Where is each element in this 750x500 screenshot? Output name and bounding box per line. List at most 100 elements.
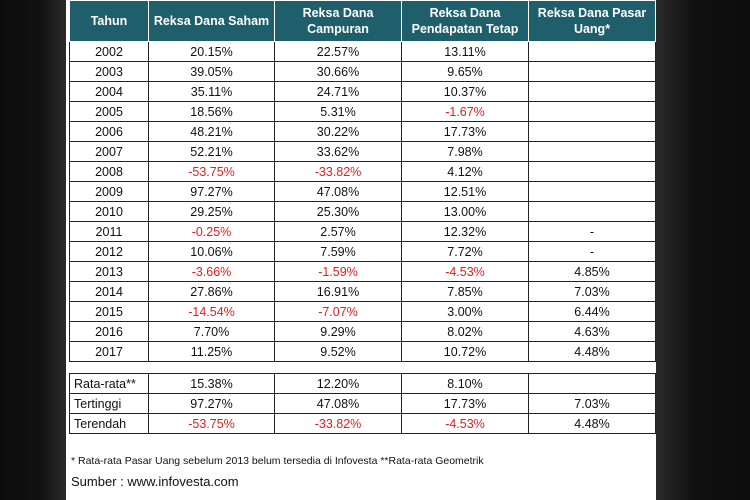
spacer-cell [69,361,656,374]
campuran-cell: -33.82% [274,161,402,182]
saham-cell: 97.27% [148,393,275,414]
table-row: 2016 7.70% 9.29% 8.02% 4.63% [69,321,656,342]
saham-cell: 48.21% [148,121,275,142]
campuran-cell: -33.82% [274,413,402,434]
year-cell: 2015 [69,301,149,322]
pasar-uang-cell: 7.03% [528,281,656,302]
saham-cell: 7.70% [148,321,275,342]
pasar-uang-cell [528,201,656,222]
summary-label-cell: Terendah [69,413,149,434]
table-row: 2006 48.21% 30.22% 17.73% [69,121,656,142]
saham-cell: 27.86% [148,281,275,302]
campuran-cell: 30.22% [274,121,402,142]
campuran-cell: 2.57% [274,221,402,242]
year-cell: 2010 [69,201,149,222]
table-row: 2003 39.05% 30.66% 9.65% [69,61,656,82]
table-row: 2011 -0.25% 2.57% 12.32% - [69,221,656,242]
pasar-uang-cell [528,101,656,122]
pasar-uang-cell: - [528,221,656,242]
summary-label-cell: Tertinggi [69,393,149,414]
campuran-cell: 47.08% [274,181,402,202]
header-campuran: Reksa Dana Campuran [274,0,402,42]
saham-cell: -53.75% [148,161,275,182]
campuran-cell: 7.59% [274,241,402,262]
campuran-cell: 25.30% [274,201,402,222]
pendapatan-tetap-cell: 7.98% [401,141,529,162]
source-text: Sumber : www.infovesta.com [71,474,239,489]
pasar-uang-cell: 4.85% [528,261,656,282]
right-dark-border [656,0,750,500]
saham-cell: 39.05% [148,61,275,82]
pasar-uang-cell: 4.48% [528,413,656,434]
pendapatan-tetap-cell: 3.00% [401,301,529,322]
pasar-uang-cell: 7.03% [528,393,656,414]
campuran-cell: 9.52% [274,341,402,362]
table-row: 2010 29.25% 25.30% 13.00% [69,201,656,222]
saham-cell: -53.75% [148,413,275,434]
year-cell: 2017 [69,341,149,362]
campuran-cell: 33.62% [274,141,402,162]
year-cell: 2004 [69,81,149,102]
table-row: 2017 11.25% 9.52% 10.72% 4.48% [69,341,656,362]
pasar-uang-cell [528,141,656,162]
year-cell: 2006 [69,121,149,142]
footnote: * Rata-rata Pasar Uang sebelum 2013 belu… [71,455,484,467]
saham-cell: 29.25% [148,201,275,222]
campuran-cell: 12.20% [274,373,402,394]
pasar-uang-cell [528,181,656,202]
left-dark-border [0,0,66,500]
summary-row: Tertinggi 97.27% 47.08% 17.73% 7.03% [69,393,656,414]
pendapatan-tetap-cell: 7.72% [401,241,529,262]
pendapatan-tetap-cell: -1.67% [401,101,529,122]
table-header-row: Tahun Reksa Dana Saham Reksa Dana Campur… [69,0,656,42]
document-sheet: Tahun Reksa Dana Saham Reksa Dana Campur… [66,0,656,500]
year-cell: 2009 [69,181,149,202]
campuran-cell: 5.31% [274,101,402,122]
saham-cell: 10.06% [148,241,275,262]
table-row: 2008 -53.75% -33.82% 4.12% [69,161,656,182]
summary-row: Terendah -53.75% -33.82% -4.53% 4.48% [69,413,656,434]
pasar-uang-cell [528,81,656,102]
pendapatan-tetap-cell: 4.12% [401,161,529,182]
year-cell: 2012 [69,241,149,262]
table-row: 2015 -14.54% -7.07% 3.00% 6.44% [69,301,656,322]
year-cell: 2003 [69,61,149,82]
pendapatan-tetap-cell: -4.53% [401,413,529,434]
campuran-cell: 9.29% [274,321,402,342]
campuran-cell: 30.66% [274,61,402,82]
saham-cell: 18.56% [148,101,275,122]
pasar-uang-cell: 4.48% [528,341,656,362]
pendapatan-tetap-cell: 13.11% [401,41,529,62]
year-cell: 2008 [69,161,149,182]
saham-cell: 15.38% [148,373,275,394]
campuran-cell: 16.91% [274,281,402,302]
pasar-uang-cell [528,121,656,142]
pendapatan-tetap-cell: 17.73% [401,121,529,142]
saham-cell: -0.25% [148,221,275,242]
year-cell: 2014 [69,281,149,302]
pendapatan-tetap-cell: 8.10% [401,373,529,394]
saham-cell: -14.54% [148,301,275,322]
pasar-uang-cell: 6.44% [528,301,656,322]
table-row: 2007 52.21% 33.62% 7.98% [69,141,656,162]
pasar-uang-cell [528,373,656,394]
table-row: 2012 10.06% 7.59% 7.72% - [69,241,656,262]
table-row: 2002 20.15% 22.57% 13.11% [69,41,656,62]
pendapatan-tetap-cell: 10.72% [401,341,529,362]
year-cell: 2016 [69,321,149,342]
pasar-uang-cell [528,61,656,82]
pendapatan-tetap-cell: 17.73% [401,393,529,414]
header-pasar-uang: Reksa Dana Pasar Uang* [528,0,656,42]
saham-cell: 11.25% [148,341,275,362]
header-pendapatan-tetap: Reksa Dana Pendapatan Tetap [401,0,529,42]
year-cell: 2002 [69,41,149,62]
saham-cell: 20.15% [148,41,275,62]
campuran-cell: 22.57% [274,41,402,62]
header-saham: Reksa Dana Saham [148,0,275,42]
pendapatan-tetap-cell: 13.00% [401,201,529,222]
saham-cell: 35.11% [148,81,275,102]
pendapatan-tetap-cell: 9.65% [401,61,529,82]
pendapatan-tetap-cell: 12.32% [401,221,529,242]
spacer-row [69,361,656,374]
pendapatan-tetap-cell: -4.53% [401,261,529,282]
